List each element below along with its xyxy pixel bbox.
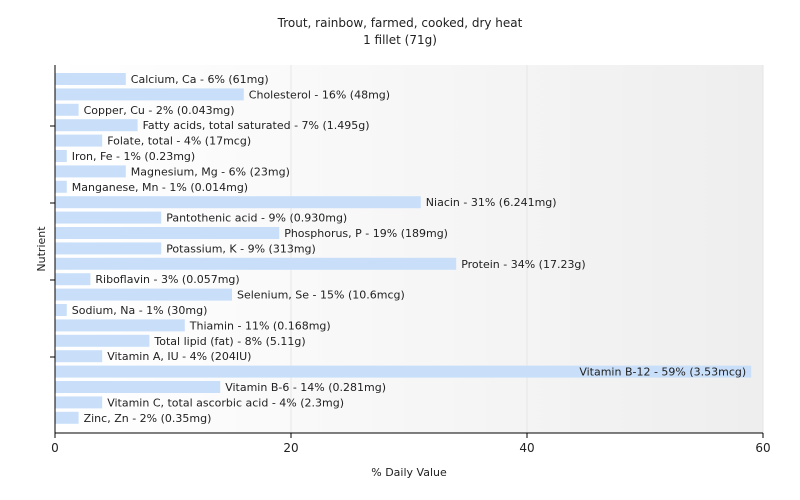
- bar: [55, 319, 185, 332]
- bar: [55, 227, 280, 239]
- bar-label: Selenium, Se - 15% (10.6mcg): [237, 289, 405, 302]
- bar-label: Cholesterol - 16% (48mg): [249, 88, 390, 101]
- bar: [55, 211, 162, 224]
- bar: [55, 288, 232, 301]
- bar: [55, 304, 67, 316]
- bar: [55, 365, 752, 378]
- bar: [55, 103, 79, 116]
- bar: [55, 242, 162, 255]
- bar: [55, 134, 103, 147]
- x-tick-labels: 0 20 40 60: [51, 441, 770, 455]
- bar-label: Phosphorus, P - 19% (189mg): [284, 227, 448, 240]
- bar: [55, 150, 67, 162]
- bar-label: Vitamin A, IU - 4% (204IU): [107, 350, 251, 363]
- axes: [50, 65, 764, 438]
- bar: [55, 350, 103, 363]
- bar: [55, 119, 138, 132]
- bar-label: Vitamin B-12 - 59% (3.53mcg): [579, 366, 746, 379]
- bar-label: Thiamin - 11% (0.168mg): [189, 319, 331, 332]
- bar: [55, 73, 126, 85]
- bar: [55, 88, 244, 101]
- bar-label: Riboflavin - 3% (0.057mg): [95, 273, 239, 286]
- chart-subtitle: 1 fillet (71g): [363, 33, 437, 47]
- bar-label: Potassium, K - 9% (313mg): [166, 242, 316, 255]
- bar-label: Magnesium, Mg - 6% (23mg): [131, 165, 290, 178]
- bar-label: Protein - 34% (17.23g): [461, 258, 586, 271]
- bars: [55, 73, 752, 424]
- y-axis-label: Nutrient: [35, 226, 48, 272]
- bar: [55, 381, 221, 393]
- bar: [55, 411, 79, 424]
- bar: [55, 273, 91, 286]
- bar-label: Calcium, Ca - 6% (61mg): [131, 73, 269, 86]
- bar-label: Manganese, Mn - 1% (0.014mg): [72, 181, 248, 194]
- bar-label: Vitamin C, total ascorbic acid - 4% (2.3…: [107, 396, 344, 409]
- bar-label: Niacin - 31% (6.241mg): [426, 196, 557, 209]
- bar-label: Folate, total - 4% (17mcg): [107, 135, 251, 148]
- bar-label: Pantothenic acid - 9% (0.930mg): [166, 212, 347, 225]
- bar: [55, 196, 421, 209]
- bar: [55, 334, 150, 347]
- x-tick-label: 40: [519, 441, 534, 455]
- chart-title: Trout, rainbow, farmed, cooked, dry heat: [277, 16, 523, 30]
- bar: [55, 396, 103, 409]
- bar-label: Zinc, Zn - 2% (0.35mg): [84, 412, 212, 425]
- bar: [55, 165, 126, 178]
- bar-label: Iron, Fe - 1% (0.23mg): [72, 150, 195, 163]
- bar: [55, 180, 67, 193]
- x-axis-label: % Daily Value: [371, 466, 447, 479]
- x-tick-label: 20: [283, 441, 298, 455]
- bar: [55, 257, 457, 270]
- bar-label: Fatty acids, total saturated - 7% (1.495…: [143, 119, 370, 132]
- x-tick-label: 0: [51, 441, 59, 455]
- bar-label: Copper, Cu - 2% (0.043mg): [84, 104, 235, 117]
- bar-label: Total lipid (fat) - 8% (5.11g): [153, 335, 305, 348]
- bar-label: Vitamin B-6 - 14% (0.281mg): [225, 381, 386, 394]
- x-tick-label: 60: [755, 441, 770, 455]
- bar-labels: Calcium, Ca - 6% (61mg) Cholesterol - 16%…: [72, 73, 746, 425]
- bar-label: Sodium, Na - 1% (30mg): [72, 304, 208, 317]
